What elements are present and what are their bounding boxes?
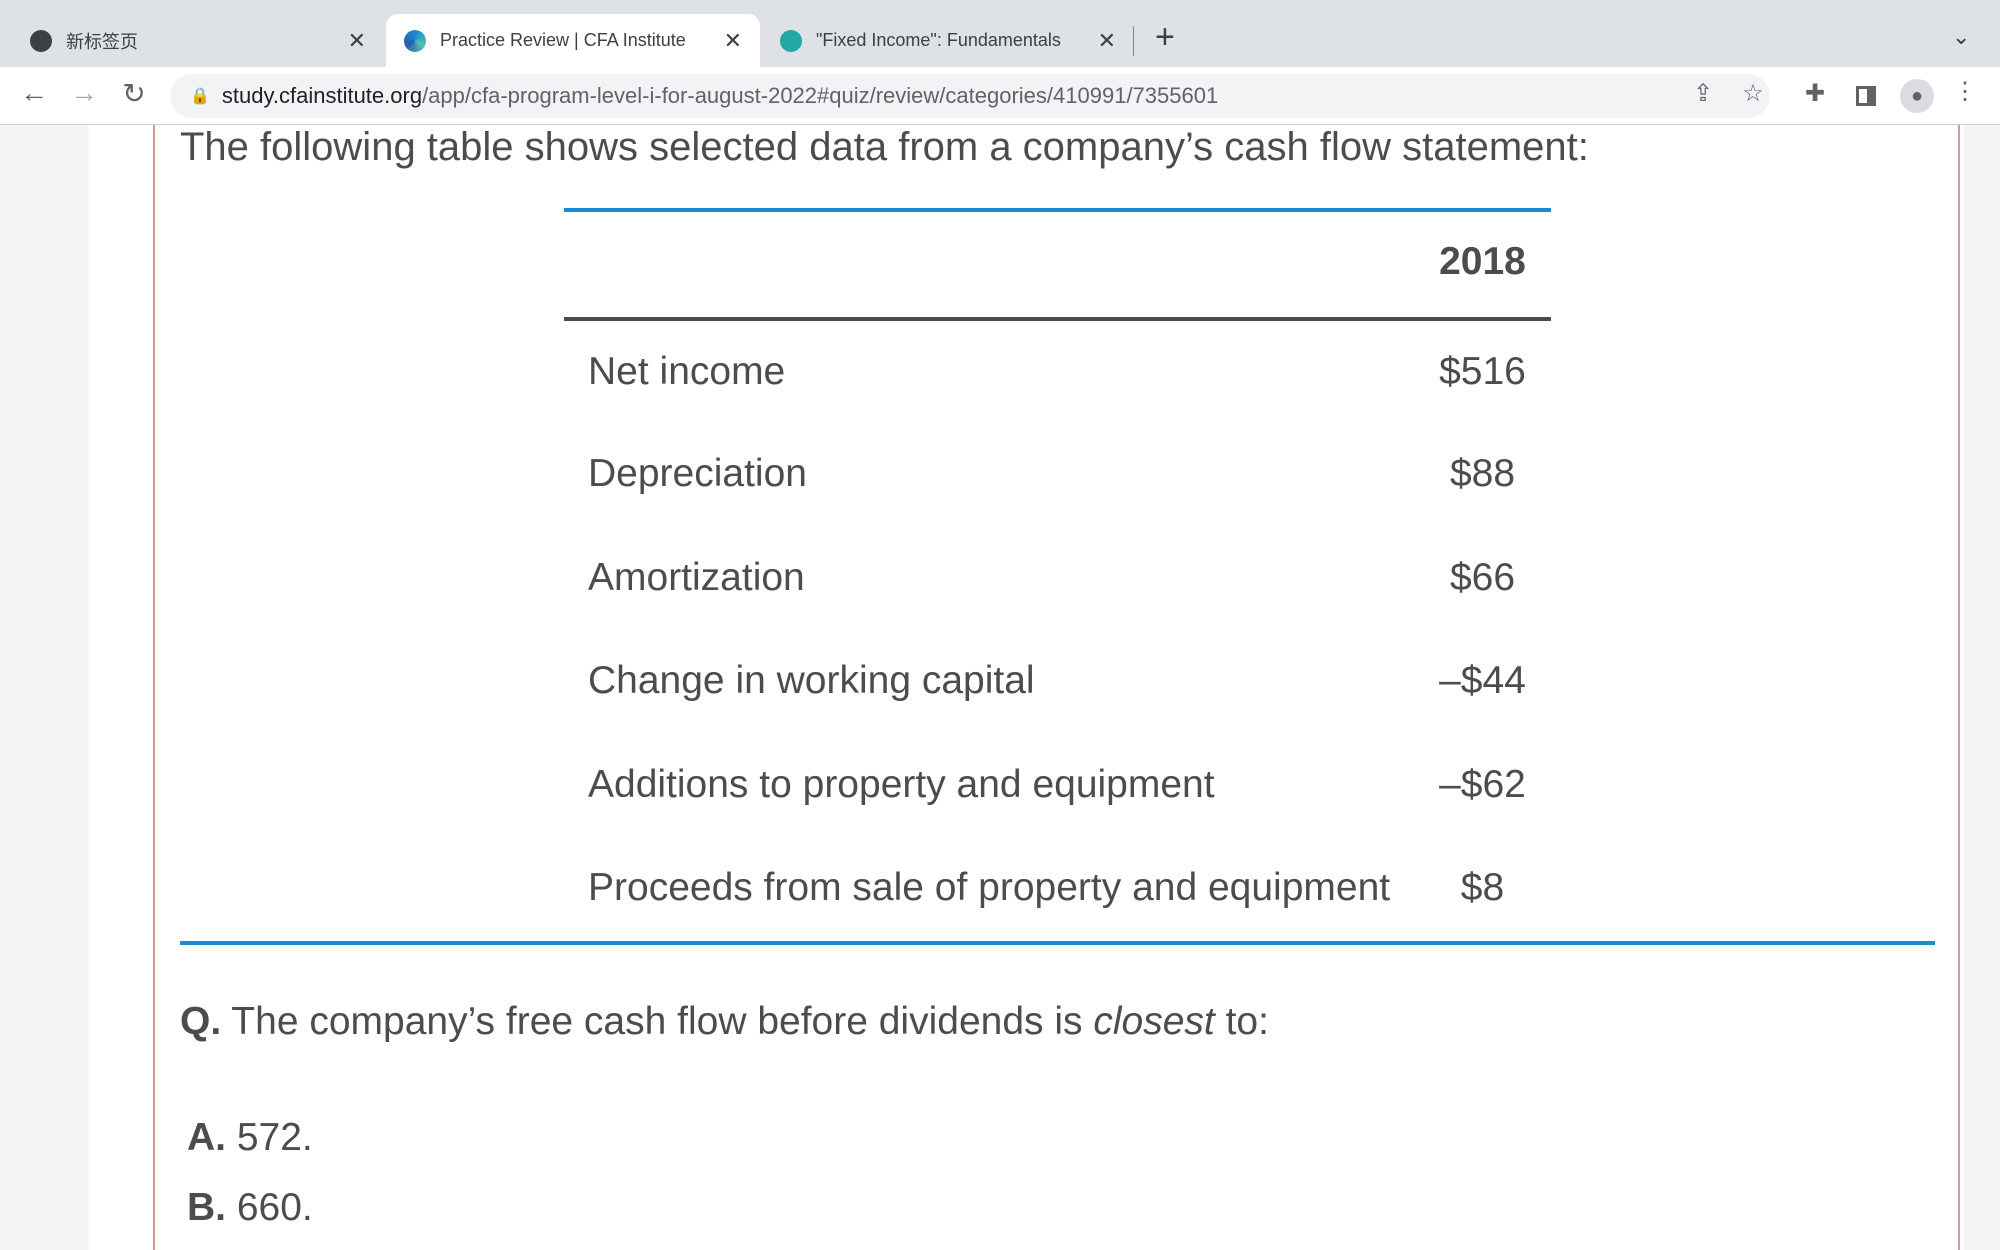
tab-search-chevron-down-icon[interactable]: ⌄ <box>1952 24 1971 49</box>
table-top-rule <box>564 208 1551 212</box>
question-text: Q. The company’s free cash flow before d… <box>180 1000 1269 1044</box>
row-label: Amortization <box>588 556 805 599</box>
row-label: Depreciation <box>588 452 807 495</box>
table-header-year: 2018 <box>1439 240 1526 283</box>
close-tab-icon[interactable]: ✕ <box>347 27 366 53</box>
tab-strip: 新标签页 ✕ Practice Review | CFA Institute ✕… <box>0 0 2000 67</box>
row-label: Change in working capital <box>588 659 1035 702</box>
profile-avatar-icon[interactable]: ● <box>1900 79 1934 113</box>
close-tab-icon[interactable]: ✕ <box>723 27 742 53</box>
lock-icon: 🔒 <box>190 88 210 105</box>
intro-text: The following table shows selected data … <box>180 125 1589 169</box>
tab-practice-review[interactable]: Practice Review | CFA Institute ✕ <box>386 14 760 67</box>
extensions-puzzle-icon[interactable]: ✚ <box>1804 80 1826 107</box>
option-text: 660. <box>226 1186 313 1229</box>
page-left-margin <box>0 125 89 1250</box>
option-letter: B. <box>187 1186 226 1229</box>
share-icon[interactable]: ⇪ <box>1692 80 1714 107</box>
question-tail: to: <box>1214 1000 1269 1043</box>
row-value: –$62 <box>1439 763 1526 806</box>
table-header-rule <box>564 317 1551 321</box>
question-emphasis: closest <box>1093 1000 1215 1043</box>
tab-fixed-income[interactable]: "Fixed Income": Fundamentals ✕ <box>762 14 1134 67</box>
question-stem: The company’s free cash flow before divi… <box>221 1000 1094 1043</box>
row-label: Proceeds from sale of property and equip… <box>588 866 1391 909</box>
page-right-margin <box>1964 125 2000 1250</box>
row-value: $88 <box>1449 452 1516 495</box>
question-prefix: Q. <box>180 1000 222 1043</box>
answer-option-a[interactable]: A. 572. <box>187 1116 313 1160</box>
option-letter: A. <box>187 1116 226 1159</box>
app-logo-icon <box>780 29 802 52</box>
row-label: Net income <box>588 350 786 393</box>
row-value: $66 <box>1449 556 1516 599</box>
tab-new-tab[interactable]: 新标签页 ✕ <box>12 14 384 67</box>
back-arrow-icon[interactable]: ← <box>20 77 48 108</box>
cfa-logo-icon <box>404 29 426 52</box>
content-border-right <box>1958 125 1960 1250</box>
side-panel-icon[interactable] <box>1856 86 1876 106</box>
more-menu-icon[interactable]: ⋮ <box>1953 78 1977 105</box>
reload-icon[interactable]: ↻ <box>122 78 146 109</box>
row-value: $516 <box>1439 350 1526 393</box>
chrome-icon <box>30 29 52 52</box>
tab-divider <box>1133 26 1134 56</box>
content-border-left <box>153 125 155 1250</box>
forward-arrow-icon[interactable]: → <box>70 77 98 108</box>
close-tab-icon[interactable]: ✕ <box>1097 27 1116 53</box>
row-value: –$44 <box>1439 659 1526 702</box>
browser-toolbar: ← → ↻ 🔒 study.cfainstitute.org/app/cfa-p… <box>0 67 2000 125</box>
answer-option-b[interactable]: B. 660. <box>187 1186 313 1230</box>
bookmark-star-icon[interactable]: ☆ <box>1742 80 1764 107</box>
section-divider <box>180 941 1935 945</box>
row-value: $8 <box>1460 866 1505 909</box>
row-label: Additions to property and equipment <box>588 763 1215 806</box>
option-text: 572. <box>226 1116 313 1159</box>
new-tab-button[interactable]: + <box>1155 18 1175 56</box>
address-bar[interactable]: 🔒 study.cfainstitute.org/app/cfa-program… <box>170 74 1770 118</box>
